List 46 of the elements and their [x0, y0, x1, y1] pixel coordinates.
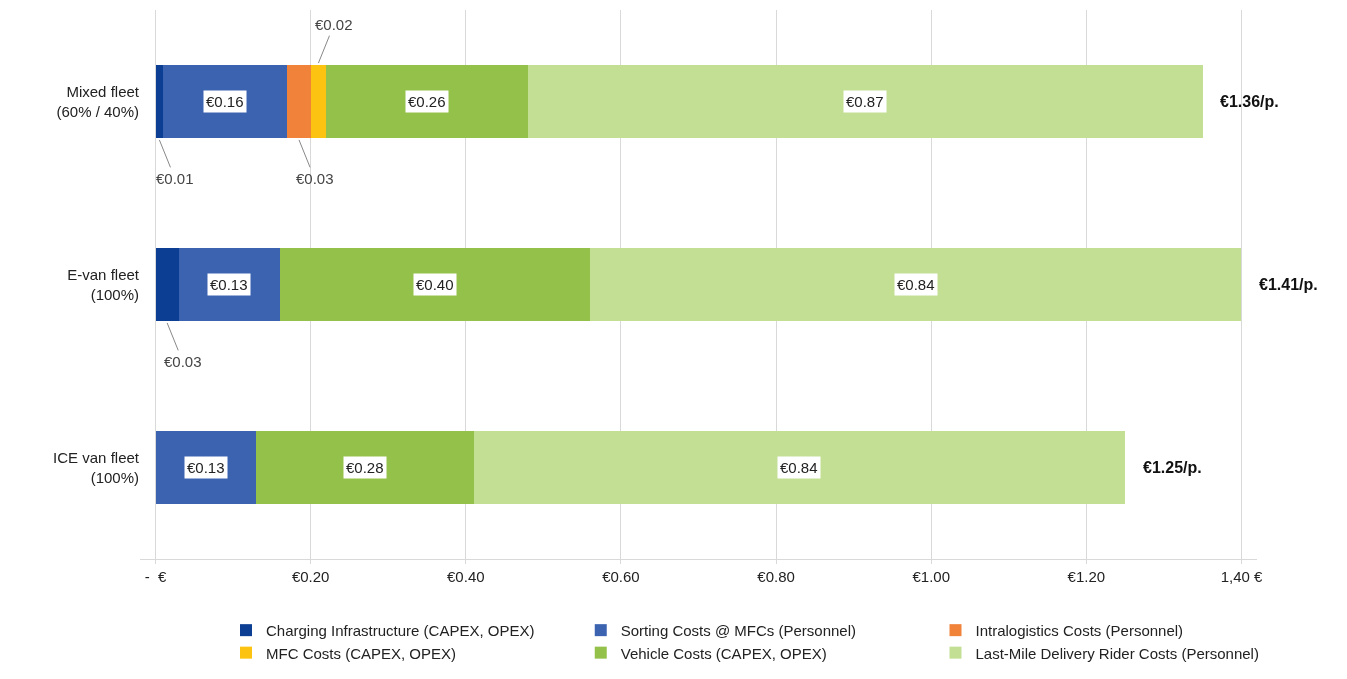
legend-label: Vehicle Costs (CAPEX, OPEX): [620, 644, 827, 662]
bar: [155, 430, 257, 505]
data-label: €0.87: [846, 93, 884, 110]
x-tick-label: €0.80: [757, 568, 795, 585]
y-tick-label: Mixed fleet (60% / 40%): [56, 83, 140, 120]
data-label: €0.02: [315, 16, 353, 33]
data-label: €0.13: [210, 276, 248, 293]
bar: [256, 430, 474, 505]
legend-label: Charging Infrastructure (CAPEX, OPEX): [266, 622, 535, 639]
x-tick-label: €1.00: [912, 568, 950, 585]
data-label: €0.03: [164, 353, 202, 370]
y-tick-label: E-van fleet (100%): [67, 266, 140, 303]
x-tick-label: €0.20: [291, 568, 330, 585]
x-tick-label: €0.60: [602, 568, 640, 585]
bar: [589, 247, 1242, 322]
legend-label: MFC Costs (CAPEX, OPEX): [266, 644, 457, 662]
total-label: €1.41/p.: [1259, 276, 1318, 293]
total-label: €1.36/p.: [1220, 93, 1279, 110]
data-label: €0.16: [206, 93, 244, 110]
bar: [178, 247, 280, 322]
legend-label: Intralogistics Costs (Personnel): [975, 622, 1184, 639]
x-tick-label: €0.40: [447, 568, 485, 585]
data-label: €0.03: [296, 170, 334, 187]
x-tick-label: €1.20: [1067, 568, 1106, 585]
bar: [163, 64, 288, 139]
bar: [473, 430, 1126, 505]
bar: [527, 64, 1203, 139]
bar: [155, 247, 179, 322]
data-label: €0.26: [408, 93, 446, 110]
bar: [155, 64, 164, 139]
data-label: €0.01: [156, 170, 194, 187]
data-label: €0.84: [780, 459, 818, 476]
x-tick-label: 1,40 €: [1220, 568, 1263, 585]
bar: [310, 64, 327, 139]
y-tick-label: ICE van fleet (100%): [53, 449, 140, 486]
data-label: €0.84: [897, 276, 935, 293]
x-tick-label: - €: [144, 568, 167, 585]
legend-label: Sorting Costs @ MFCs (Personnel): [620, 622, 857, 639]
data-label: €0.13: [187, 459, 225, 476]
total-label: €1.25/p.: [1143, 459, 1202, 476]
legend-label: Last-Mile Delivery Rider Costs (Personnel): [975, 644, 1259, 662]
bar: [287, 64, 311, 139]
data-label: €0.28: [346, 459, 384, 476]
data-label: €0.40: [416, 276, 454, 293]
bar: [279, 247, 590, 322]
bar: [326, 64, 528, 139]
